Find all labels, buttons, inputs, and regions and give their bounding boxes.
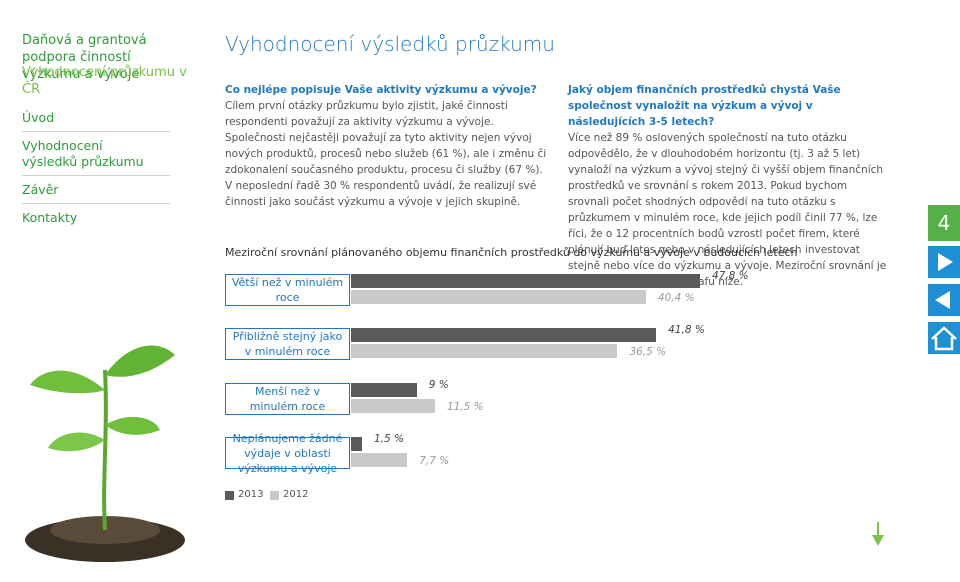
sidebar-title: Daňová a grantová podpora činností výzku… bbox=[22, 33, 147, 82]
legend-swatch bbox=[270, 491, 279, 500]
column: Co nejlépe popisuje Vaše aktivity výzkum… bbox=[225, 82, 547, 210]
value-label: 1,5 % bbox=[373, 433, 404, 445]
category-label: Neplánujeme žádné výdaje v oblasti výzku… bbox=[225, 432, 350, 475]
next-icon bbox=[938, 253, 953, 271]
column-heading: Jaký objem finančních prostředků chystá … bbox=[568, 84, 841, 128]
legend-label: 2013 bbox=[238, 489, 264, 500]
bar bbox=[351, 383, 417, 397]
value-label: 11,5 % bbox=[446, 401, 484, 413]
home-icon bbox=[931, 326, 957, 351]
nav-link[interactable]: Úvod bbox=[22, 110, 55, 125]
bar bbox=[351, 453, 408, 467]
column-text: Cílem první otázky průzkumu bylo zjistit… bbox=[225, 100, 547, 208]
value-label: 9 % bbox=[428, 379, 449, 391]
bar bbox=[351, 399, 435, 413]
nav-link[interactable]: Vyhodnocení výsledků průzkumu bbox=[22, 138, 144, 169]
category-label: Přibližně stejný jako v minulém roce bbox=[225, 328, 350, 360]
sidebar-subtitle: Vyhodnocení průzkumu v ČR bbox=[22, 65, 187, 97]
category-label: Menší než v minulém roce bbox=[225, 383, 350, 415]
divider bbox=[22, 203, 170, 204]
sidebar: Daňová a grantová podpora činností výzku… bbox=[0, 0, 200, 582]
prev-icon bbox=[935, 291, 950, 309]
scroll-down[interactable] bbox=[870, 522, 886, 548]
category-label: Větší než v minulém roce bbox=[225, 274, 350, 306]
divider bbox=[22, 131, 170, 132]
value-label: 7,7 % bbox=[419, 455, 450, 467]
page-title: Vyhodnocení výsledků průzkumu bbox=[225, 32, 555, 56]
value-label: 41,8 % bbox=[668, 324, 705, 336]
bar bbox=[351, 344, 618, 358]
value-label: 36,5 % bbox=[629, 346, 667, 358]
bar bbox=[351, 274, 700, 288]
legend-swatch bbox=[225, 491, 234, 500]
plant-illustration bbox=[25, 345, 185, 562]
nav-buttons bbox=[928, 246, 960, 354]
chart-title: Meziroční srovnání plánovaného objemu fi… bbox=[225, 246, 798, 259]
bar bbox=[351, 290, 646, 304]
column-heading: Co nejlépe popisuje Vaše aktivity výzkum… bbox=[225, 84, 537, 96]
legend-label: 2012 bbox=[283, 489, 309, 500]
value-label: 47,8 % bbox=[711, 270, 749, 282]
value-label: 40,4 % bbox=[657, 292, 695, 304]
page-number: 4 bbox=[928, 205, 960, 241]
divider bbox=[22, 175, 170, 176]
nav-link[interactable]: Kontakty bbox=[22, 210, 78, 225]
bar bbox=[351, 437, 362, 451]
bar bbox=[351, 328, 657, 342]
nav-link[interactable]: Závěr bbox=[22, 182, 59, 197]
